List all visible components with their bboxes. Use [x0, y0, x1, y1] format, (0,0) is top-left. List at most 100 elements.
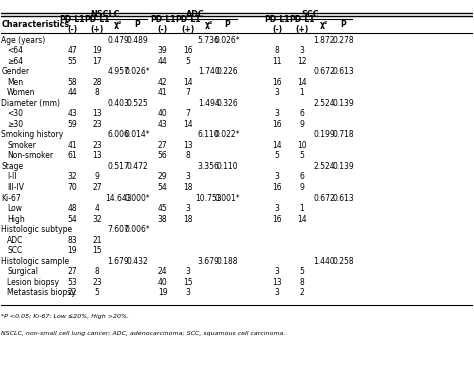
Text: 0.001*: 0.001*	[215, 194, 240, 203]
Text: P: P	[340, 20, 346, 29]
Text: Histologic subtype: Histologic subtype	[1, 225, 73, 234]
Text: 3: 3	[185, 172, 190, 181]
Text: 0.022*: 0.022*	[215, 130, 240, 139]
Text: 7.607: 7.607	[107, 225, 129, 234]
Text: 3.679: 3.679	[198, 257, 219, 265]
Text: 0.613: 0.613	[332, 67, 354, 76]
Text: 13: 13	[182, 141, 192, 150]
Text: 48: 48	[67, 204, 77, 213]
Text: 14.643: 14.643	[105, 194, 132, 203]
Text: 8: 8	[274, 46, 280, 56]
Text: 0.525: 0.525	[126, 99, 148, 108]
Text: 0.672: 0.672	[313, 67, 335, 76]
Text: PD-L1
(+): PD-L1 (+)	[289, 15, 315, 34]
Text: 16: 16	[272, 215, 282, 223]
Text: Smoking history: Smoking history	[1, 130, 64, 139]
Text: PD-L1
(-): PD-L1 (-)	[150, 15, 175, 34]
Text: PD-L1
(-): PD-L1 (-)	[59, 15, 85, 34]
Text: Characteristics: Characteristics	[1, 20, 70, 29]
Text: χ²: χ²	[320, 20, 328, 29]
Text: 5: 5	[300, 152, 304, 161]
Text: 8: 8	[95, 267, 100, 276]
Text: Women: Women	[7, 88, 36, 98]
Text: 15: 15	[182, 277, 192, 287]
Text: 3: 3	[274, 110, 280, 118]
Text: PD-L1
(-): PD-L1 (-)	[264, 15, 290, 34]
Text: 0.278: 0.278	[332, 36, 354, 45]
Text: 3: 3	[274, 204, 280, 213]
Text: 3: 3	[274, 288, 280, 297]
Text: 0.613: 0.613	[332, 194, 354, 203]
Text: <64: <64	[7, 46, 23, 56]
Text: 3: 3	[274, 172, 280, 181]
Text: PD-L1
(+): PD-L1 (+)	[84, 15, 110, 34]
Text: 39: 39	[158, 46, 167, 56]
Text: Gender: Gender	[1, 67, 29, 76]
Text: 0.517: 0.517	[108, 162, 129, 171]
Text: 0.403: 0.403	[107, 99, 129, 108]
Text: 24: 24	[158, 267, 167, 276]
Text: 27: 27	[158, 141, 167, 150]
Text: 5.736: 5.736	[198, 36, 219, 45]
Text: 11: 11	[272, 57, 282, 66]
Text: 0.718: 0.718	[332, 130, 354, 139]
Text: 3: 3	[274, 88, 280, 98]
Text: 27: 27	[67, 267, 77, 276]
Text: 3: 3	[274, 267, 280, 276]
Text: 1.494: 1.494	[198, 99, 219, 108]
Text: 40: 40	[158, 277, 167, 287]
Text: 23: 23	[92, 120, 102, 129]
Text: 0.139: 0.139	[332, 99, 354, 108]
Text: SCC: SCC	[7, 246, 22, 255]
Text: 0.139: 0.139	[332, 162, 354, 171]
Text: 1.679: 1.679	[108, 257, 129, 265]
Text: ADC: ADC	[7, 235, 23, 245]
Text: 14: 14	[272, 141, 282, 150]
Text: Low: Low	[7, 204, 22, 213]
Text: 42: 42	[158, 78, 167, 87]
Text: 8: 8	[95, 88, 100, 98]
Text: 58: 58	[67, 78, 77, 87]
Text: 8: 8	[185, 152, 190, 161]
Text: NSCLC, non-small cell lung cancer; ADC, adenocarcinoma; SCC, squamous cell carci: NSCLC, non-small cell lung cancer; ADC, …	[1, 331, 286, 336]
Text: 0.188: 0.188	[217, 257, 238, 265]
Text: 7: 7	[185, 110, 190, 118]
Text: Ki-67: Ki-67	[1, 194, 21, 203]
Text: 53: 53	[67, 277, 77, 287]
Text: 0.472: 0.472	[126, 162, 148, 171]
Text: 16: 16	[272, 120, 282, 129]
Text: 0.672: 0.672	[313, 194, 335, 203]
Text: High: High	[7, 215, 25, 223]
Text: 32: 32	[67, 172, 77, 181]
Text: SCC: SCC	[301, 10, 319, 19]
Text: 0.014*: 0.014*	[124, 130, 150, 139]
Text: 10.753: 10.753	[195, 194, 222, 203]
Text: 6: 6	[300, 172, 304, 181]
Text: ADC: ADC	[186, 10, 204, 19]
Text: 59: 59	[67, 120, 77, 129]
Text: 3: 3	[300, 46, 304, 56]
Text: 6.006: 6.006	[107, 130, 129, 139]
Text: 22: 22	[67, 288, 77, 297]
Text: 7: 7	[185, 88, 190, 98]
Text: 38: 38	[158, 215, 167, 223]
Text: 0.026*: 0.026*	[124, 67, 150, 76]
Text: Lesion biopsy: Lesion biopsy	[7, 277, 59, 287]
Text: 43: 43	[67, 110, 77, 118]
Text: Age (years): Age (years)	[1, 36, 46, 45]
Text: 41: 41	[158, 88, 167, 98]
Text: 3: 3	[185, 288, 190, 297]
Text: 0.479: 0.479	[107, 36, 129, 45]
Text: 40: 40	[158, 110, 167, 118]
Text: 0.489: 0.489	[126, 36, 148, 45]
Text: 70: 70	[67, 183, 77, 192]
Text: 13: 13	[92, 152, 102, 161]
Text: P: P	[134, 20, 140, 29]
Text: 2.524: 2.524	[313, 162, 335, 171]
Text: 55: 55	[67, 57, 77, 66]
Text: 5: 5	[274, 152, 280, 161]
Text: 2: 2	[300, 288, 304, 297]
Text: 13: 13	[92, 110, 102, 118]
Text: χ²: χ²	[114, 20, 122, 29]
Text: 0.258: 0.258	[332, 257, 354, 265]
